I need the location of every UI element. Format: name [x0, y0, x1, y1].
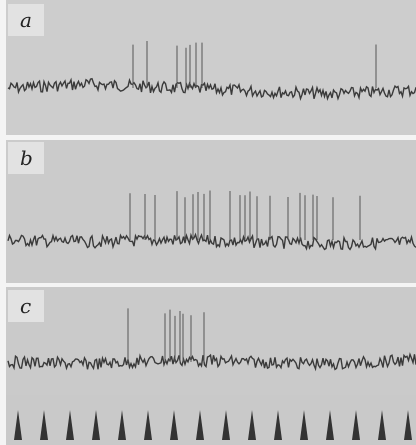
time-marker — [66, 410, 74, 440]
panel-b — [6, 140, 416, 283]
panel-label: a — [20, 8, 32, 32]
time-marker-strip — [6, 395, 416, 445]
time-marker — [196, 410, 204, 440]
time-marker — [352, 410, 360, 440]
panel-label: b — [20, 146, 33, 170]
time-marker — [92, 410, 100, 440]
time-marker — [248, 410, 256, 440]
label-box — [8, 142, 44, 174]
time-marker — [404, 410, 412, 440]
time-marker — [326, 410, 334, 440]
time-marker — [222, 410, 230, 440]
noise-trace — [7, 77, 416, 101]
noise-trace — [7, 352, 416, 372]
panel-c — [6, 287, 416, 395]
panel-label: c — [20, 294, 31, 318]
time-marker — [170, 410, 178, 440]
time-marker — [40, 410, 48, 440]
time-marker — [300, 410, 308, 440]
panel-a — [6, 0, 416, 135]
traces — [7, 41, 416, 440]
time-marker — [144, 410, 152, 440]
noise-trace — [7, 232, 416, 251]
time-marker — [118, 410, 126, 440]
time-marker — [378, 410, 386, 440]
time-marker — [274, 410, 282, 440]
label-box — [8, 4, 44, 36]
time-marker — [14, 410, 22, 440]
label-box — [8, 290, 44, 322]
